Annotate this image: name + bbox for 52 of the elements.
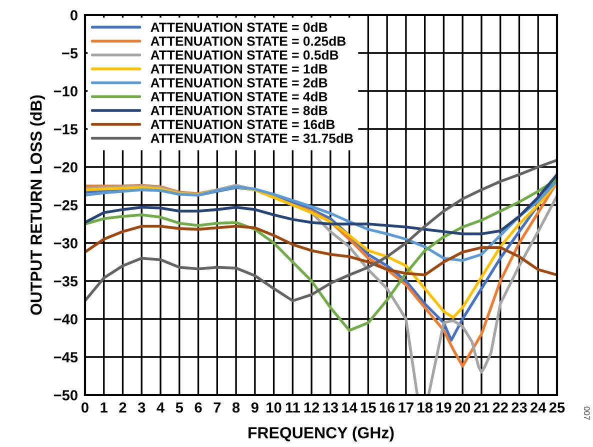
legend-label: ATTENUATION STATE = 31.75dB <box>150 133 353 144</box>
x-tick-label: 16 <box>380 402 395 413</box>
x-tick-label: 2 <box>119 402 126 413</box>
y-tick-label: −10 <box>54 86 78 96</box>
y-tick-label: −5 <box>62 48 78 58</box>
x-tick-label: 25 <box>549 402 565 413</box>
y-tick-label: −45 <box>54 352 78 362</box>
x-tick-label: 20 <box>454 402 470 413</box>
x-tick-label: 15 <box>361 402 376 413</box>
x-axis-title: FREQUENCY (GHz) <box>248 426 394 442</box>
x-tick-label: 12 <box>304 402 320 413</box>
x-tick-label: 8 <box>232 402 240 413</box>
text: 007 <box>584 406 590 420</box>
legend-label: ATTENUATION STATE = 0.25dB <box>150 36 346 46</box>
legend-label: ATTENUATION STATE = 8dB <box>150 106 328 116</box>
y-tick-label: −25 <box>54 200 78 210</box>
x-tick-label: 14 <box>342 402 358 413</box>
x-tick-label: 9 <box>251 402 258 413</box>
legend-label: ATTENUATION STATE = 4dB <box>150 92 328 102</box>
x-tick-label: 24 <box>530 402 546 413</box>
x-tick-label: 1 <box>100 402 108 413</box>
x-tick-label: 19 <box>436 402 452 413</box>
x-tick-label: 7 <box>214 402 221 413</box>
x-tick-label: 5 <box>176 402 184 413</box>
x-tick-label: 21 <box>474 402 490 413</box>
y-tick-label: −30 <box>54 238 78 248</box>
x-tick-label: 6 <box>194 402 202 413</box>
y-tick-label: 0 <box>70 10 78 20</box>
y-tick-label: −35 <box>54 276 78 286</box>
legend-label: ATTENUATION STATE = 1dB <box>150 64 328 74</box>
legend-label: ATTENUATION STATE = 2dB <box>150 78 328 88</box>
y-tick-label: −50 <box>54 390 78 400</box>
line-series <box>85 158 557 302</box>
x-tick-label: 11 <box>286 402 300 413</box>
legend-label: ATTENUATION STATE = 0.5dB <box>150 50 338 60</box>
y-tick-label: −15 <box>54 124 78 134</box>
y-tick-label: −40 <box>54 314 78 324</box>
x-tick-label: 10 <box>266 402 282 413</box>
x-tick-label: 4 <box>156 402 164 413</box>
line-series <box>85 173 557 236</box>
line-series <box>85 224 557 276</box>
x-tick-label: 13 <box>323 402 338 413</box>
legend-label: ATTENUATION STATE = 16dB <box>150 119 335 130</box>
y-axis-title: OUTPUT RETURN LOSS (dB) <box>30 95 45 315</box>
x-tick-label: 3 <box>138 402 146 413</box>
x-tick-label: 22 <box>492 402 508 413</box>
x-tick-label: 23 <box>512 402 527 413</box>
y-tick-label: −20 <box>54 162 78 172</box>
x-tick-label: 18 <box>418 402 433 413</box>
legend-label: ATTENUATION STATE = 0dB <box>150 22 328 32</box>
x-tick-label: 17 <box>398 402 414 413</box>
x-tick-label: 0 <box>82 402 88 413</box>
